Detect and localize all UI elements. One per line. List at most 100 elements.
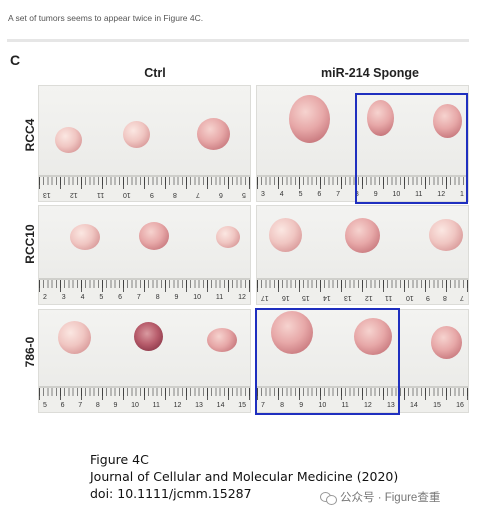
ruler-numbers: 13 12 11 10 9 8 7 6 5 [43, 191, 246, 198]
ruler-number: 8 [173, 191, 177, 198]
ruler-number: 12 [364, 294, 373, 301]
photo-rcc10-sponge: 17 16 15 14 13 12 11 10 9 8 7 [256, 205, 469, 305]
ruler-number: 11 [385, 294, 393, 301]
column-label-sponge: miR-214 Sponge [321, 66, 419, 80]
ruler-number: 7 [136, 294, 141, 301]
ruler-number: 7 [336, 191, 341, 198]
ruler-number: 13 [387, 402, 395, 409]
ruler-number: 9 [150, 191, 154, 198]
tumor [429, 219, 463, 251]
ruler-number: 5 [298, 191, 303, 198]
ruler-number: 12 [173, 402, 182, 409]
ruler-number: 10 [123, 191, 131, 198]
row-label-rcc4: RCC4 [23, 118, 37, 152]
row-label-786-0: 786-0 [23, 336, 37, 368]
ruler: 17 16 15 14 13 12 11 10 9 8 7 [257, 278, 468, 304]
tumor [123, 121, 150, 148]
tumor [354, 318, 392, 355]
ruler-number: 7 [196, 191, 200, 198]
ruler-numbers: 5 6 7 8 9 10 11 12 13 14 15 [43, 402, 246, 409]
ruler-number: 9 [299, 402, 304, 409]
tumor [433, 104, 462, 138]
ruler-number: 10 [405, 294, 414, 301]
ruler-number: 5 [43, 402, 47, 409]
tumor [216, 226, 240, 248]
ruler-number: 9 [426, 294, 431, 301]
ruler-number: 8 [155, 294, 160, 301]
ruler-number: 15 [302, 294, 311, 301]
ruler-number: 10 [131, 402, 139, 409]
ruler-number: 6 [60, 402, 65, 409]
tumor [271, 311, 313, 354]
ruler: 5 6 7 8 9 10 11 12 13 14 15 [39, 386, 250, 412]
ruler-number: 6 [317, 191, 322, 198]
ruler-number: 9 [174, 294, 179, 301]
ruler-number: 16 [456, 402, 464, 409]
ruler-number: 13 [195, 402, 203, 409]
ruler: 3 4 5 6 7 8 9 10 11 12 1 [257, 175, 468, 201]
ruler-numbers: 2 3 4 5 6 7 8 9 10 11 12 [43, 294, 246, 301]
watermark: 公众号 · Figure查重 [320, 489, 440, 505]
ruler-number: 16 [281, 294, 290, 301]
ruler-number: 10 [193, 294, 202, 301]
ruler-number: 14 [323, 294, 331, 301]
ruler-number: 4 [279, 191, 284, 198]
ruler-number: 7 [460, 294, 464, 301]
ruler-numbers: 7 8 9 10 11 12 13 14 15 16 [261, 402, 464, 409]
caption-figure-label: Figure 4C [90, 452, 149, 467]
column-label-ctrl: Ctrl [144, 66, 166, 80]
ruler-number: 8 [280, 402, 285, 409]
photo-rcc10-ctrl: 2 3 4 5 6 7 8 9 10 11 12 [38, 205, 251, 305]
divider [7, 39, 469, 42]
ruler-number: 5 [99, 294, 104, 301]
caption-journal: Journal of Cellular and Molecular Medici… [90, 469, 399, 484]
ruler-number: 8 [95, 402, 100, 409]
ruler-number: 3 [261, 191, 265, 198]
photo-786-0-sponge: 7 8 9 10 11 12 13 14 15 16 [256, 309, 469, 413]
ruler-number: 3 [61, 294, 66, 301]
tumor [207, 328, 237, 352]
tumor [197, 118, 230, 150]
ruler-number: 11 [341, 402, 349, 409]
ruler-number: 11 [415, 191, 423, 198]
ruler-number: 7 [261, 402, 265, 409]
ruler-number: 2 [43, 294, 47, 301]
tumor [345, 218, 380, 253]
tumor [58, 321, 91, 354]
ruler-number: 13 [343, 294, 352, 301]
tumor [134, 322, 163, 351]
ruler-number: 6 [219, 191, 223, 198]
ruler-numbers: 17 16 15 14 13 12 11 10 9 8 7 [261, 294, 464, 301]
ruler-number: 13 [43, 191, 51, 198]
ruler-number: 1 [459, 191, 464, 198]
ruler-number: 7 [78, 402, 83, 409]
tumor [431, 326, 462, 359]
photo-rcc4-sponge: 3 4 5 6 7 8 9 10 11 12 1 [256, 85, 469, 202]
ruler-number: 14 [410, 402, 418, 409]
ruler-number: 5 [242, 191, 246, 198]
ruler-number: 12 [238, 294, 246, 301]
ruler-number: 9 [373, 191, 378, 198]
ruler-number: 15 [433, 402, 441, 409]
ruler-number: 17 [261, 294, 269, 301]
ruler-number: 6 [118, 294, 123, 301]
panel-letter: C [10, 52, 21, 68]
ruler-number: 12 [363, 402, 372, 409]
tumor [367, 100, 394, 136]
caption-doi: doi: 10.1111/jcmm.15287 [90, 486, 252, 501]
comment-note: A set of tumors seems to appear twice in… [8, 13, 204, 23]
ruler-number: 10 [318, 402, 327, 409]
ruler-number: 11 [96, 191, 105, 198]
ruler-number: 14 [216, 402, 225, 409]
ruler-number: 8 [443, 294, 448, 301]
ruler-number: 11 [152, 402, 160, 409]
ruler-number: 11 [215, 294, 224, 301]
row-label-rcc10: RCC10 [23, 224, 37, 264]
ruler-number: 4 [80, 294, 85, 301]
ruler-number: 9 [113, 402, 118, 409]
ruler-number: 12 [69, 191, 78, 198]
ruler-number: 15 [238, 402, 246, 409]
ruler-number: 12 [437, 191, 446, 198]
ruler: 2 3 4 5 6 7 8 9 10 11 12 [39, 278, 250, 304]
tumor [289, 95, 330, 143]
